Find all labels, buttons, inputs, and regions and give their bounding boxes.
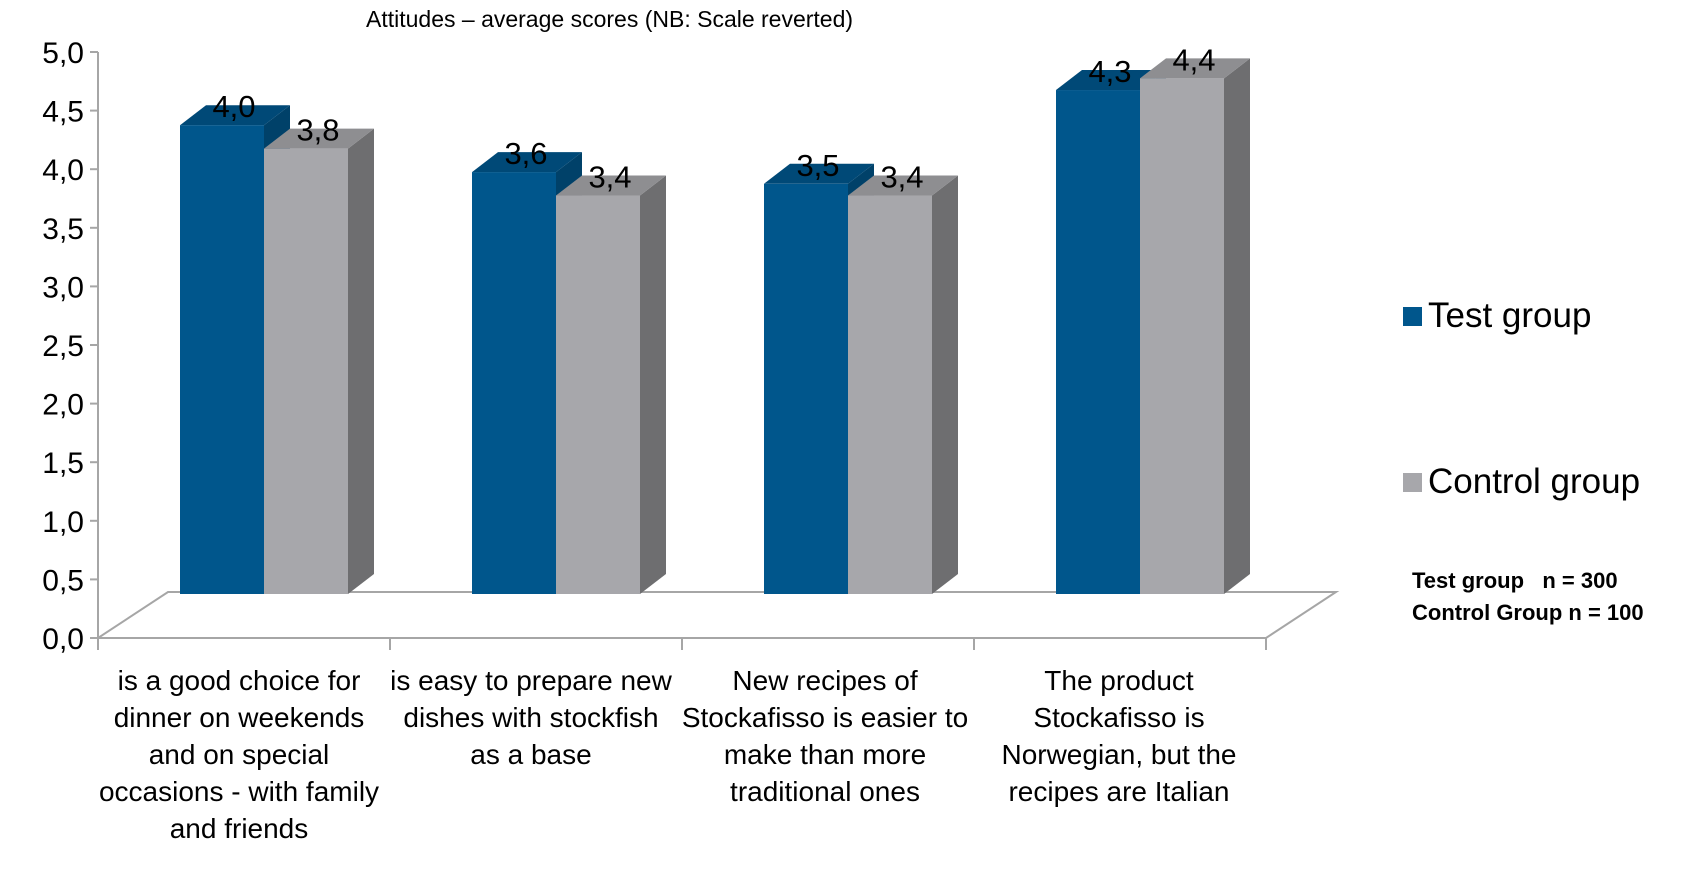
note-line-control: Control Group n = 100	[1412, 600, 1644, 625]
bar-side-3-s2	[932, 175, 958, 594]
bar-top-3-s1	[764, 163, 874, 184]
bar-1-s1	[180, 125, 264, 594]
legend-label-control-group: Control group	[1428, 462, 1641, 501]
bar-2-s2	[556, 195, 640, 594]
legend-swatch-test-group	[1403, 306, 1422, 326]
legend-item-control-group: Control group	[1403, 462, 1640, 502]
data-label-1-s2: 3,8	[296, 113, 339, 148]
bar-top-2-s1	[472, 152, 582, 173]
y-tick-label-6: 2,5	[42, 330, 84, 363]
y-tick-label-4: 1,5	[42, 447, 84, 480]
category-label-4: The product Stockafisso is Norwegian, bu…	[1001, 665, 1237, 807]
y-tick-label-7: 3,0	[42, 271, 84, 304]
data-label-3-s2: 3,4	[880, 160, 923, 195]
data-label-1-s1: 4,0	[212, 89, 255, 124]
bar-top-1-s1	[180, 105, 290, 126]
y-tick-label-9: 4,0	[42, 154, 84, 187]
y-tick-label-2: 0,5	[42, 564, 84, 597]
bar-side-4-s2	[1224, 58, 1250, 594]
data-label-2-s1: 3,6	[504, 136, 547, 171]
chart-title: Attitudes – average scores (NB: Scale re…	[366, 6, 854, 32]
bar-4-s1	[1056, 90, 1140, 594]
category-label-3: New recipes of Stockafisso is easier to …	[681, 665, 969, 807]
y-tick-label-5: 2,0	[42, 389, 84, 422]
bar-2-s1	[472, 172, 556, 594]
bar-3-s1	[764, 183, 848, 595]
bar-4-s2	[1140, 78, 1224, 594]
bar-top-4-s2	[1140, 58, 1250, 79]
bar-1-s2	[264, 148, 348, 594]
y-tick-label-11: 5,0	[42, 37, 84, 70]
data-label-4-s2: 4,4	[1172, 42, 1215, 77]
y-axis-ticks: 0,0 0,5 1,0 1,5 2,0 2,5 3,0 3,5 4,0 4,5 5,0	[42, 37, 98, 656]
bar-top-1-s2	[264, 128, 374, 149]
y-tick-label-10: 4,5	[42, 96, 84, 129]
y-tick-label-8: 3,5	[42, 213, 84, 246]
y-tick-label-3: 1,0	[42, 506, 84, 539]
sample-size-note: Test group n = 300 Control Group n = 100	[1412, 565, 1644, 629]
bar-side-2-s2	[640, 175, 666, 594]
note-line-test: Test group n = 300	[1412, 568, 1618, 593]
data-label-2-s2: 3,4	[588, 160, 631, 195]
data-label-4-s1: 4,3	[1088, 54, 1131, 89]
bar-top-4-s1	[1056, 70, 1166, 91]
bar-top-2-s2	[556, 175, 666, 196]
legend-item-test-group: Test group	[1403, 296, 1591, 336]
y-tick-label-1: 0,0	[42, 623, 84, 656]
legend-label-test-group: Test group	[1428, 296, 1592, 335]
chart-bars	[180, 58, 1250, 595]
data-labels: 4,0 3,8 3,6 3,4 3,5 3,4 4,3 4,4	[212, 42, 1215, 194]
data-label-3-s1: 3,5	[796, 148, 839, 183]
category-label-1: is a good choice for dinner on weekends …	[98, 665, 380, 844]
bar-side-1-s2	[348, 128, 374, 594]
legend-swatch-control-group	[1403, 472, 1422, 492]
bar-top-3-s2	[848, 175, 958, 196]
category-label-2: is easy to prepare new dishes with stock…	[390, 665, 672, 770]
chart-floor	[94, 591, 1340, 639]
bar-3-s2	[848, 195, 932, 594]
